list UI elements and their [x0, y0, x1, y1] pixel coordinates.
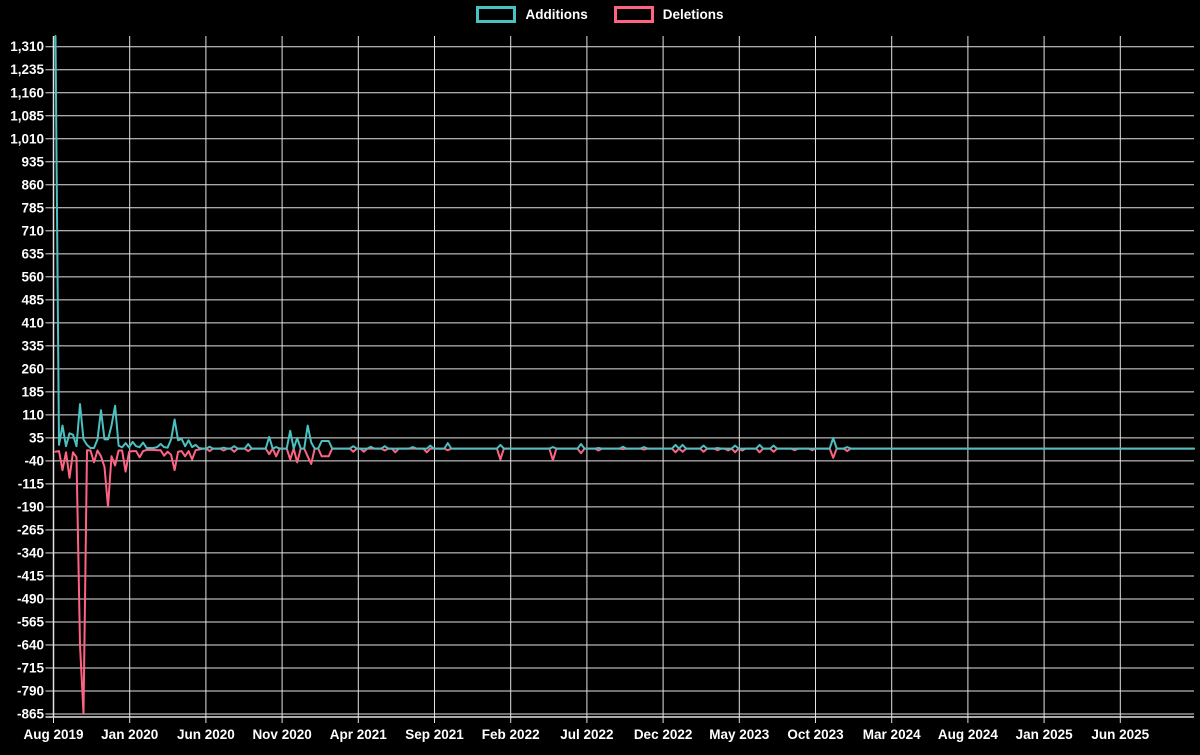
- y-tick-label: 710: [21, 223, 44, 238]
- y-tick-label: 485: [21, 292, 44, 307]
- y-tick-label: -490: [17, 591, 44, 606]
- y-tick-label: 110: [22, 407, 44, 422]
- y-tick-label: -565: [17, 614, 45, 629]
- y-tick-label: 560: [21, 269, 44, 284]
- x-tick-label: Feb 2022: [482, 727, 540, 742]
- additions-line-series: [54, 35, 1195, 450]
- deletions-line-series: [54, 447, 1195, 715]
- x-tick-label: Jan 2020: [101, 727, 158, 742]
- y-tick-label: -190: [17, 499, 44, 514]
- y-tick-label: -640: [17, 637, 44, 652]
- y-tick-label: 785: [21, 200, 44, 215]
- x-tick-label: Oct 2023: [787, 727, 844, 742]
- x-tick-label: Dec 2022: [634, 727, 693, 742]
- y-tick-label: 410: [21, 315, 44, 330]
- y-tick-label: 1,010: [10, 131, 44, 146]
- additions-legend-swatch-icon: [476, 6, 517, 23]
- x-tick-label: Nov 2020: [252, 727, 311, 742]
- x-tick-label: Jun 2025: [1091, 727, 1149, 742]
- y-tick-label: 335: [21, 338, 44, 353]
- x-tick-label: Aug 2019: [23, 727, 83, 742]
- chart-legend: Additions Deletions: [0, 6, 1200, 23]
- y-tick-label: 35: [29, 430, 45, 445]
- y-tick-label: 935: [21, 154, 44, 169]
- y-tick-label: 260: [21, 361, 44, 376]
- y-tick-label: -415: [17, 568, 45, 583]
- y-tick-label: 1,160: [10, 85, 44, 100]
- x-tick-label: Apr 2021: [330, 727, 388, 742]
- y-tick-label: 635: [21, 246, 44, 261]
- legend-item-additions[interactable]: Additions: [476, 6, 588, 23]
- y-tick-label: 185: [21, 384, 44, 399]
- y-tick-label: -715: [17, 660, 45, 675]
- y-tick-label: 860: [21, 177, 44, 192]
- y-tick-label: -265: [17, 522, 45, 537]
- x-tick-label: Aug 2024: [938, 727, 999, 742]
- x-tick-label: May 2023: [709, 727, 770, 742]
- deletions-legend-label: Deletions: [662, 7, 724, 22]
- x-tick-label: Jul 2022: [560, 727, 613, 742]
- y-tick-label: -340: [17, 545, 44, 560]
- y-tick-label: 1,310: [10, 39, 44, 54]
- x-tick-label: Mar 2024: [863, 727, 921, 742]
- y-tick-label: -40: [24, 453, 44, 468]
- y-tick-label: -115: [18, 476, 45, 491]
- x-tick-label: Jan 2025: [1016, 727, 1074, 742]
- x-tick-label: Sep 2021: [405, 727, 464, 742]
- y-tick-label: -865: [17, 707, 45, 722]
- additions-legend-label: Additions: [525, 7, 588, 22]
- y-tick-label: -790: [17, 683, 44, 698]
- legend-item-deletions[interactable]: Deletions: [613, 6, 724, 23]
- x-tick-label: Jun 2020: [177, 727, 235, 742]
- y-tick-label: 1,235: [10, 62, 44, 77]
- y-tick-label: 1,085: [10, 108, 44, 123]
- deletions-legend-swatch-icon: [613, 6, 654, 23]
